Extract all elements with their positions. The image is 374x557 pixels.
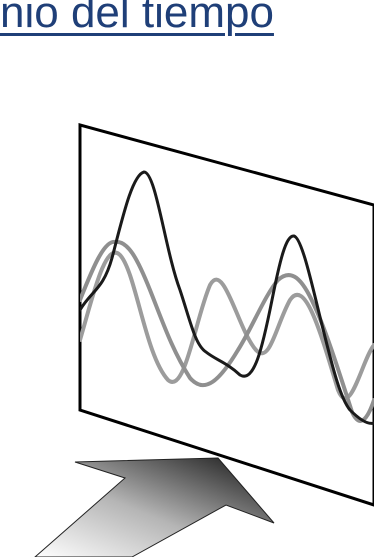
slide-heading: nio del tiempo <box>0 0 274 37</box>
direction-arrow <box>34 457 275 557</box>
gray-wave-light <box>80 250 374 401</box>
black-wave <box>80 170 374 425</box>
gray-wave-dark <box>80 239 374 423</box>
signal-panel <box>78 123 374 507</box>
